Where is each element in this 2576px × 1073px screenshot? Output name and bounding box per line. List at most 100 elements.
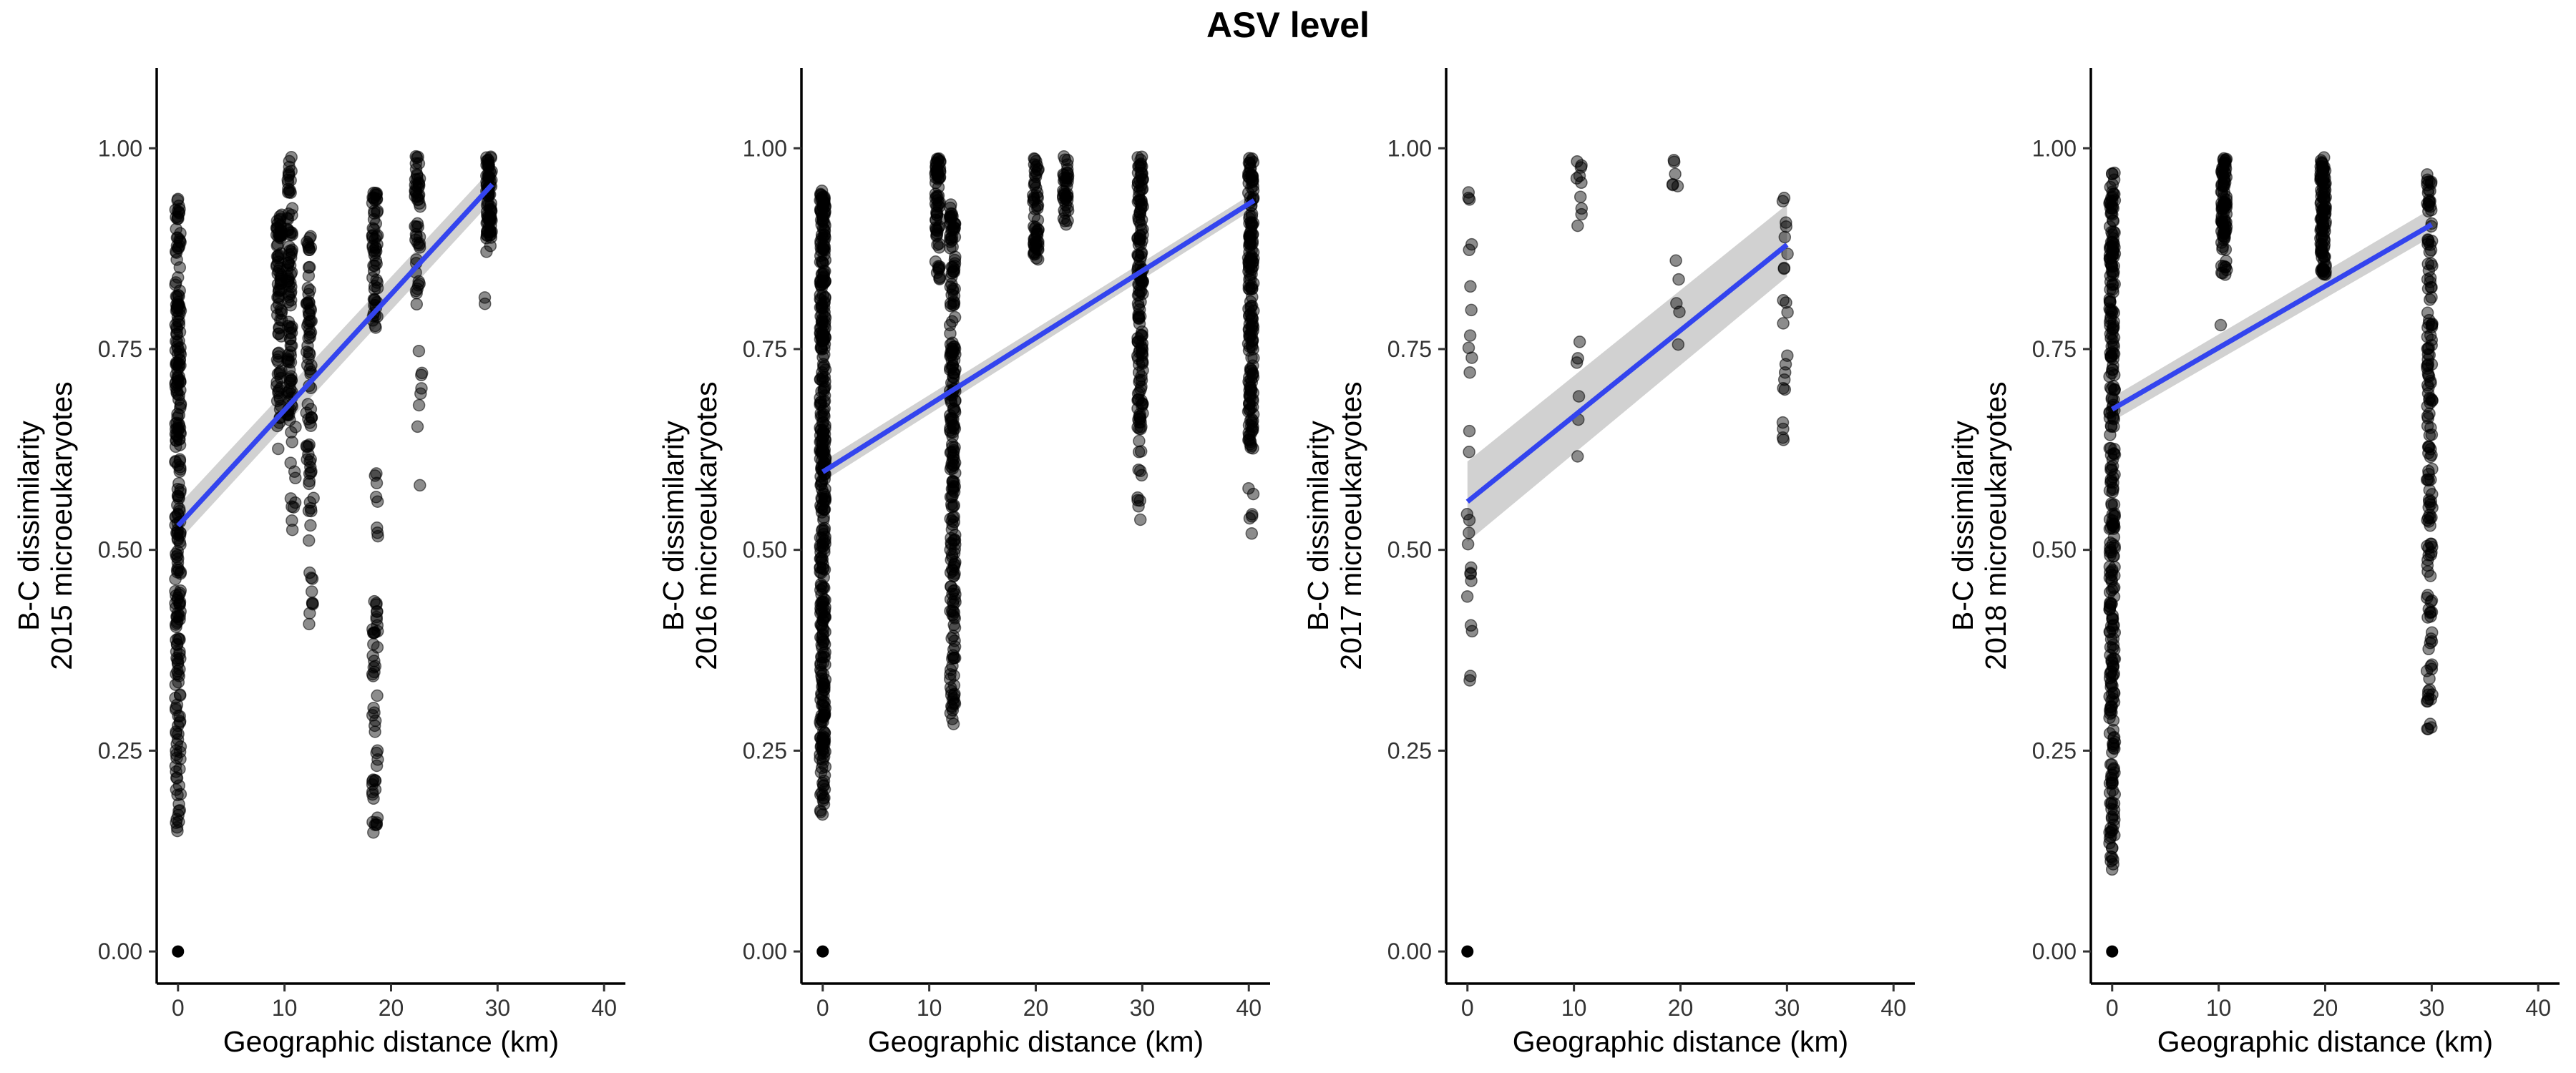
- data-point: [169, 278, 182, 291]
- data-point: [367, 825, 380, 839]
- data-point: [1133, 416, 1146, 429]
- data-point: [2423, 348, 2436, 362]
- data-point: [170, 813, 183, 825]
- x-tick-label: 40: [2525, 995, 2551, 1021]
- scatter-points: [2103, 151, 2439, 958]
- data-point: [173, 716, 187, 729]
- data-point: [1245, 210, 1259, 223]
- data-point: [2107, 173, 2121, 186]
- data-point: [2425, 721, 2438, 734]
- data-point: [302, 352, 315, 365]
- data-point: [1246, 184, 1260, 197]
- data-point: [815, 245, 828, 258]
- data-point: [287, 501, 301, 514]
- data-point: [485, 225, 498, 238]
- data-point: [815, 579, 828, 592]
- data-point: [2422, 317, 2436, 330]
- data-point: [2107, 638, 2120, 652]
- data-point: [944, 604, 957, 617]
- data-point: [306, 596, 319, 609]
- data-point: [174, 398, 187, 412]
- data-point: [1572, 390, 1586, 403]
- data-point: [2424, 203, 2438, 217]
- data-point: [944, 672, 957, 686]
- panel-3: 0.00 0.25 0.50 0.75 1.00 0 10 20 30 40 Geographic …: [1302, 68, 1915, 1058]
- data-point: [818, 410, 831, 423]
- data-point: [945, 288, 958, 301]
- data-point: [1777, 294, 1790, 307]
- data-point: [1245, 328, 1259, 341]
- data-point: [371, 529, 384, 543]
- data-point: [1575, 202, 1589, 215]
- data-point: [817, 779, 830, 792]
- data-point: [1132, 210, 1145, 224]
- data-point: [948, 652, 962, 665]
- x-tick-label: 10: [917, 995, 942, 1021]
- y-tick-label: 0.75: [1387, 336, 1432, 362]
- data-point: [366, 788, 379, 801]
- data-point: [2103, 602, 2116, 616]
- data-point: [2106, 687, 2119, 700]
- data-point: [2218, 222, 2232, 235]
- data-point: [814, 479, 827, 491]
- data-point: [285, 339, 298, 353]
- figure-title: ASV level: [1206, 5, 1370, 45]
- data-point: [1777, 317, 1790, 330]
- data-point: [366, 773, 380, 786]
- data-point: [173, 526, 187, 539]
- data-point: [2107, 714, 2120, 727]
- data-point: [1464, 280, 1477, 293]
- data-point: [283, 240, 296, 253]
- data-point: [371, 495, 384, 508]
- data-point: [2425, 511, 2438, 524]
- data-point: [1573, 335, 1586, 348]
- data-point: [1056, 191, 1070, 205]
- data-point: [282, 207, 296, 220]
- data-point: [369, 245, 383, 258]
- data-point: [282, 166, 296, 180]
- y-tick-label: 0.25: [1387, 738, 1432, 763]
- data-point: [2421, 175, 2434, 189]
- data-point: [945, 412, 959, 425]
- data-point: [2107, 368, 2121, 381]
- data-point: [816, 372, 829, 386]
- data-point: [1245, 280, 1259, 293]
- data-point: [413, 197, 426, 210]
- data-point: [818, 443, 831, 456]
- data-point: [1463, 424, 1476, 438]
- data-point: [1571, 219, 1584, 232]
- regression-line: [176, 182, 494, 528]
- data-point: [947, 481, 960, 494]
- data-point: [946, 358, 960, 372]
- data-point: [2317, 241, 2331, 255]
- data-point: [1461, 945, 1474, 958]
- data-point: [284, 228, 297, 242]
- data-point: [1132, 446, 1146, 459]
- data-point: [171, 824, 184, 838]
- y-tick-label: 0.75: [2032, 336, 2077, 362]
- data-point: [2421, 306, 2434, 320]
- y-tick-label: 1.00: [1387, 135, 1432, 161]
- y-tick-label: 0.75: [743, 336, 787, 362]
- data-point: [412, 344, 426, 358]
- data-point: [1246, 487, 1260, 501]
- data-point: [818, 205, 831, 219]
- data-point: [1462, 341, 1475, 355]
- data-point: [415, 366, 429, 380]
- data-point: [2108, 560, 2121, 574]
- data-point: [2214, 318, 2228, 332]
- data-point: [2314, 197, 2328, 210]
- data-point: [2108, 510, 2121, 523]
- data-point: [169, 343, 182, 357]
- data-point: [411, 282, 424, 295]
- data-point: [933, 196, 947, 209]
- x-tick-label: 10: [2206, 995, 2232, 1021]
- data-point: [1463, 366, 1476, 379]
- data-point: [2108, 187, 2121, 201]
- data-point: [1777, 381, 1790, 395]
- data-point: [169, 692, 182, 705]
- data-point: [1465, 237, 1478, 251]
- data-point: [370, 257, 383, 270]
- data-point: [370, 273, 383, 287]
- data-point: [819, 530, 831, 544]
